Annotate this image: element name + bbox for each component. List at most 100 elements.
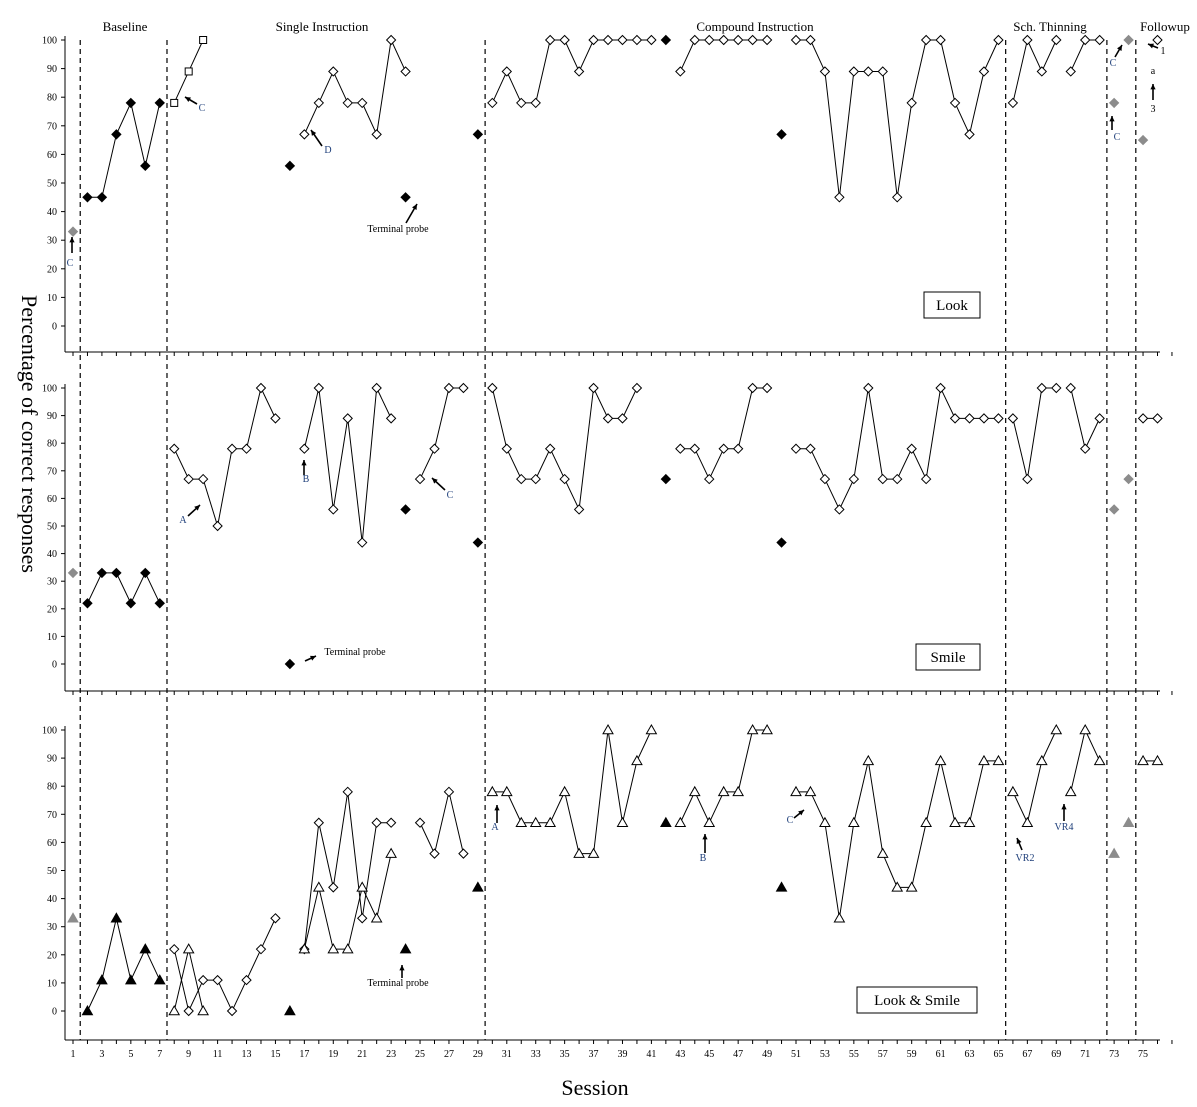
data-point-diamond bbox=[443, 382, 455, 394]
y-tick-label: 70 bbox=[47, 121, 57, 132]
data-point-diamond bbox=[443, 786, 455, 798]
data-point-diamond bbox=[863, 66, 874, 77]
series-line bbox=[492, 729, 652, 855]
data-point-diamond bbox=[96, 192, 108, 203]
data-point-diamond bbox=[660, 473, 672, 485]
x-tick-label: 21 bbox=[357, 1049, 367, 1060]
series-line bbox=[1012, 729, 1057, 825]
panel-label: Smile bbox=[930, 650, 965, 666]
annotation-arrowhead bbox=[798, 810, 804, 816]
data-point-triangle bbox=[81, 1004, 94, 1016]
y-tick-label: 50 bbox=[47, 522, 57, 533]
series-line bbox=[173, 386, 276, 527]
data-point-diamond bbox=[1022, 473, 1033, 485]
data-point-diamond bbox=[906, 97, 917, 109]
data-point-diamond bbox=[501, 66, 513, 77]
data-point-diamond bbox=[660, 34, 672, 46]
data-point-diamond bbox=[790, 34, 802, 46]
data-point-triangle bbox=[341, 943, 354, 954]
y-tick-label: 30 bbox=[47, 577, 57, 588]
y-tick-label: 10 bbox=[47, 293, 57, 304]
data-point-diamond bbox=[573, 66, 585, 77]
data-point-triangle bbox=[645, 723, 658, 735]
phase-label: Single Instruction bbox=[276, 19, 369, 34]
series-line bbox=[679, 729, 768, 824]
data-point-diamond bbox=[1065, 382, 1076, 394]
data-point-diamond bbox=[1007, 97, 1019, 109]
annotation-label: A bbox=[179, 515, 187, 526]
data-point-diamond bbox=[385, 413, 397, 424]
data-point-diamond bbox=[718, 34, 729, 46]
y-tick-label: 60 bbox=[47, 838, 57, 849]
panel-label: Look bbox=[936, 298, 968, 314]
data-point-diamond bbox=[1036, 66, 1048, 77]
annotation-arrowhead bbox=[1150, 84, 1156, 90]
y-tick-label: 70 bbox=[47, 810, 57, 821]
data-point-triangle bbox=[139, 943, 152, 954]
annotation-arrowhead bbox=[702, 834, 708, 840]
data-point-triangle bbox=[124, 974, 137, 985]
data-point-diamond bbox=[718, 443, 729, 454]
annotation-label: Terminal probe bbox=[324, 647, 386, 658]
x-tick-label: 9 bbox=[186, 1049, 191, 1060]
data-point-diamond bbox=[646, 34, 657, 46]
x-tick-label: 1 bbox=[71, 1049, 76, 1060]
data-point-triangle bbox=[717, 785, 730, 797]
y-tick-label: 80 bbox=[47, 782, 57, 793]
annotation-label: C bbox=[199, 103, 206, 114]
data-point-diamond bbox=[920, 34, 932, 46]
data-point-diamond bbox=[559, 473, 570, 485]
annotation-label: C bbox=[447, 490, 454, 501]
data-point-diamond bbox=[154, 97, 165, 109]
data-point-diamond bbox=[530, 97, 541, 109]
data-point-triangle bbox=[920, 816, 933, 827]
data-point-diamond bbox=[559, 34, 570, 46]
data-point-triangle bbox=[775, 881, 788, 892]
y-tick-label: 20 bbox=[47, 950, 57, 961]
x-tick-label: 63 bbox=[965, 1049, 975, 1060]
data-point-diamond bbox=[284, 658, 296, 670]
series-line bbox=[1070, 728, 1101, 792]
data-point-triangle bbox=[1050, 723, 1063, 735]
panel-2-series bbox=[67, 723, 1164, 1017]
series-line bbox=[303, 386, 392, 543]
y-tick-label: 30 bbox=[47, 922, 57, 933]
x-axis-title: Session bbox=[561, 1075, 628, 1100]
data-point-diamond bbox=[747, 382, 758, 394]
data-point-diamond bbox=[993, 413, 1004, 424]
y-tick-label: 80 bbox=[47, 93, 57, 104]
x-tick-label: 3 bbox=[99, 1049, 104, 1060]
data-point-triangle bbox=[385, 847, 397, 858]
data-point-diamond bbox=[313, 817, 325, 828]
data-point-diamond bbox=[516, 473, 527, 485]
data-point-diamond bbox=[400, 192, 411, 203]
data-point-diamond bbox=[255, 382, 267, 394]
data-point-diamond bbox=[154, 598, 165, 609]
data-point-diamond bbox=[356, 97, 368, 109]
data-point-diamond bbox=[183, 1005, 194, 1017]
data-point-triangle bbox=[1122, 816, 1135, 827]
annotation-label: C bbox=[1110, 58, 1117, 69]
x-tick-label: 19 bbox=[328, 1049, 338, 1060]
data-point-diamond bbox=[241, 443, 252, 454]
panel-labels: Look Smile Look & Smile bbox=[856, 291, 981, 1014]
y-tick-label: 0 bbox=[52, 322, 57, 333]
series-line bbox=[491, 39, 652, 104]
data-point-diamond bbox=[342, 413, 353, 424]
data-point-diamond bbox=[631, 382, 643, 394]
data-point-diamond bbox=[949, 97, 961, 109]
annotation-label: C bbox=[1114, 132, 1121, 143]
x-tick-label: 27 bbox=[444, 1049, 454, 1060]
data-point-triangle bbox=[573, 847, 585, 858]
data-point-triangle bbox=[1093, 754, 1106, 766]
series-line bbox=[87, 918, 161, 1012]
data-point-triangle bbox=[949, 816, 961, 827]
data-point-triangle bbox=[1079, 723, 1092, 735]
x-tick-label: 17 bbox=[299, 1049, 309, 1060]
data-point-triangle bbox=[370, 912, 383, 923]
series-line bbox=[491, 386, 638, 512]
data-point-diamond bbox=[761, 34, 773, 46]
data-point-diamond bbox=[776, 129, 787, 140]
data-point-diamond bbox=[328, 66, 339, 77]
data-point-diamond bbox=[863, 382, 874, 394]
